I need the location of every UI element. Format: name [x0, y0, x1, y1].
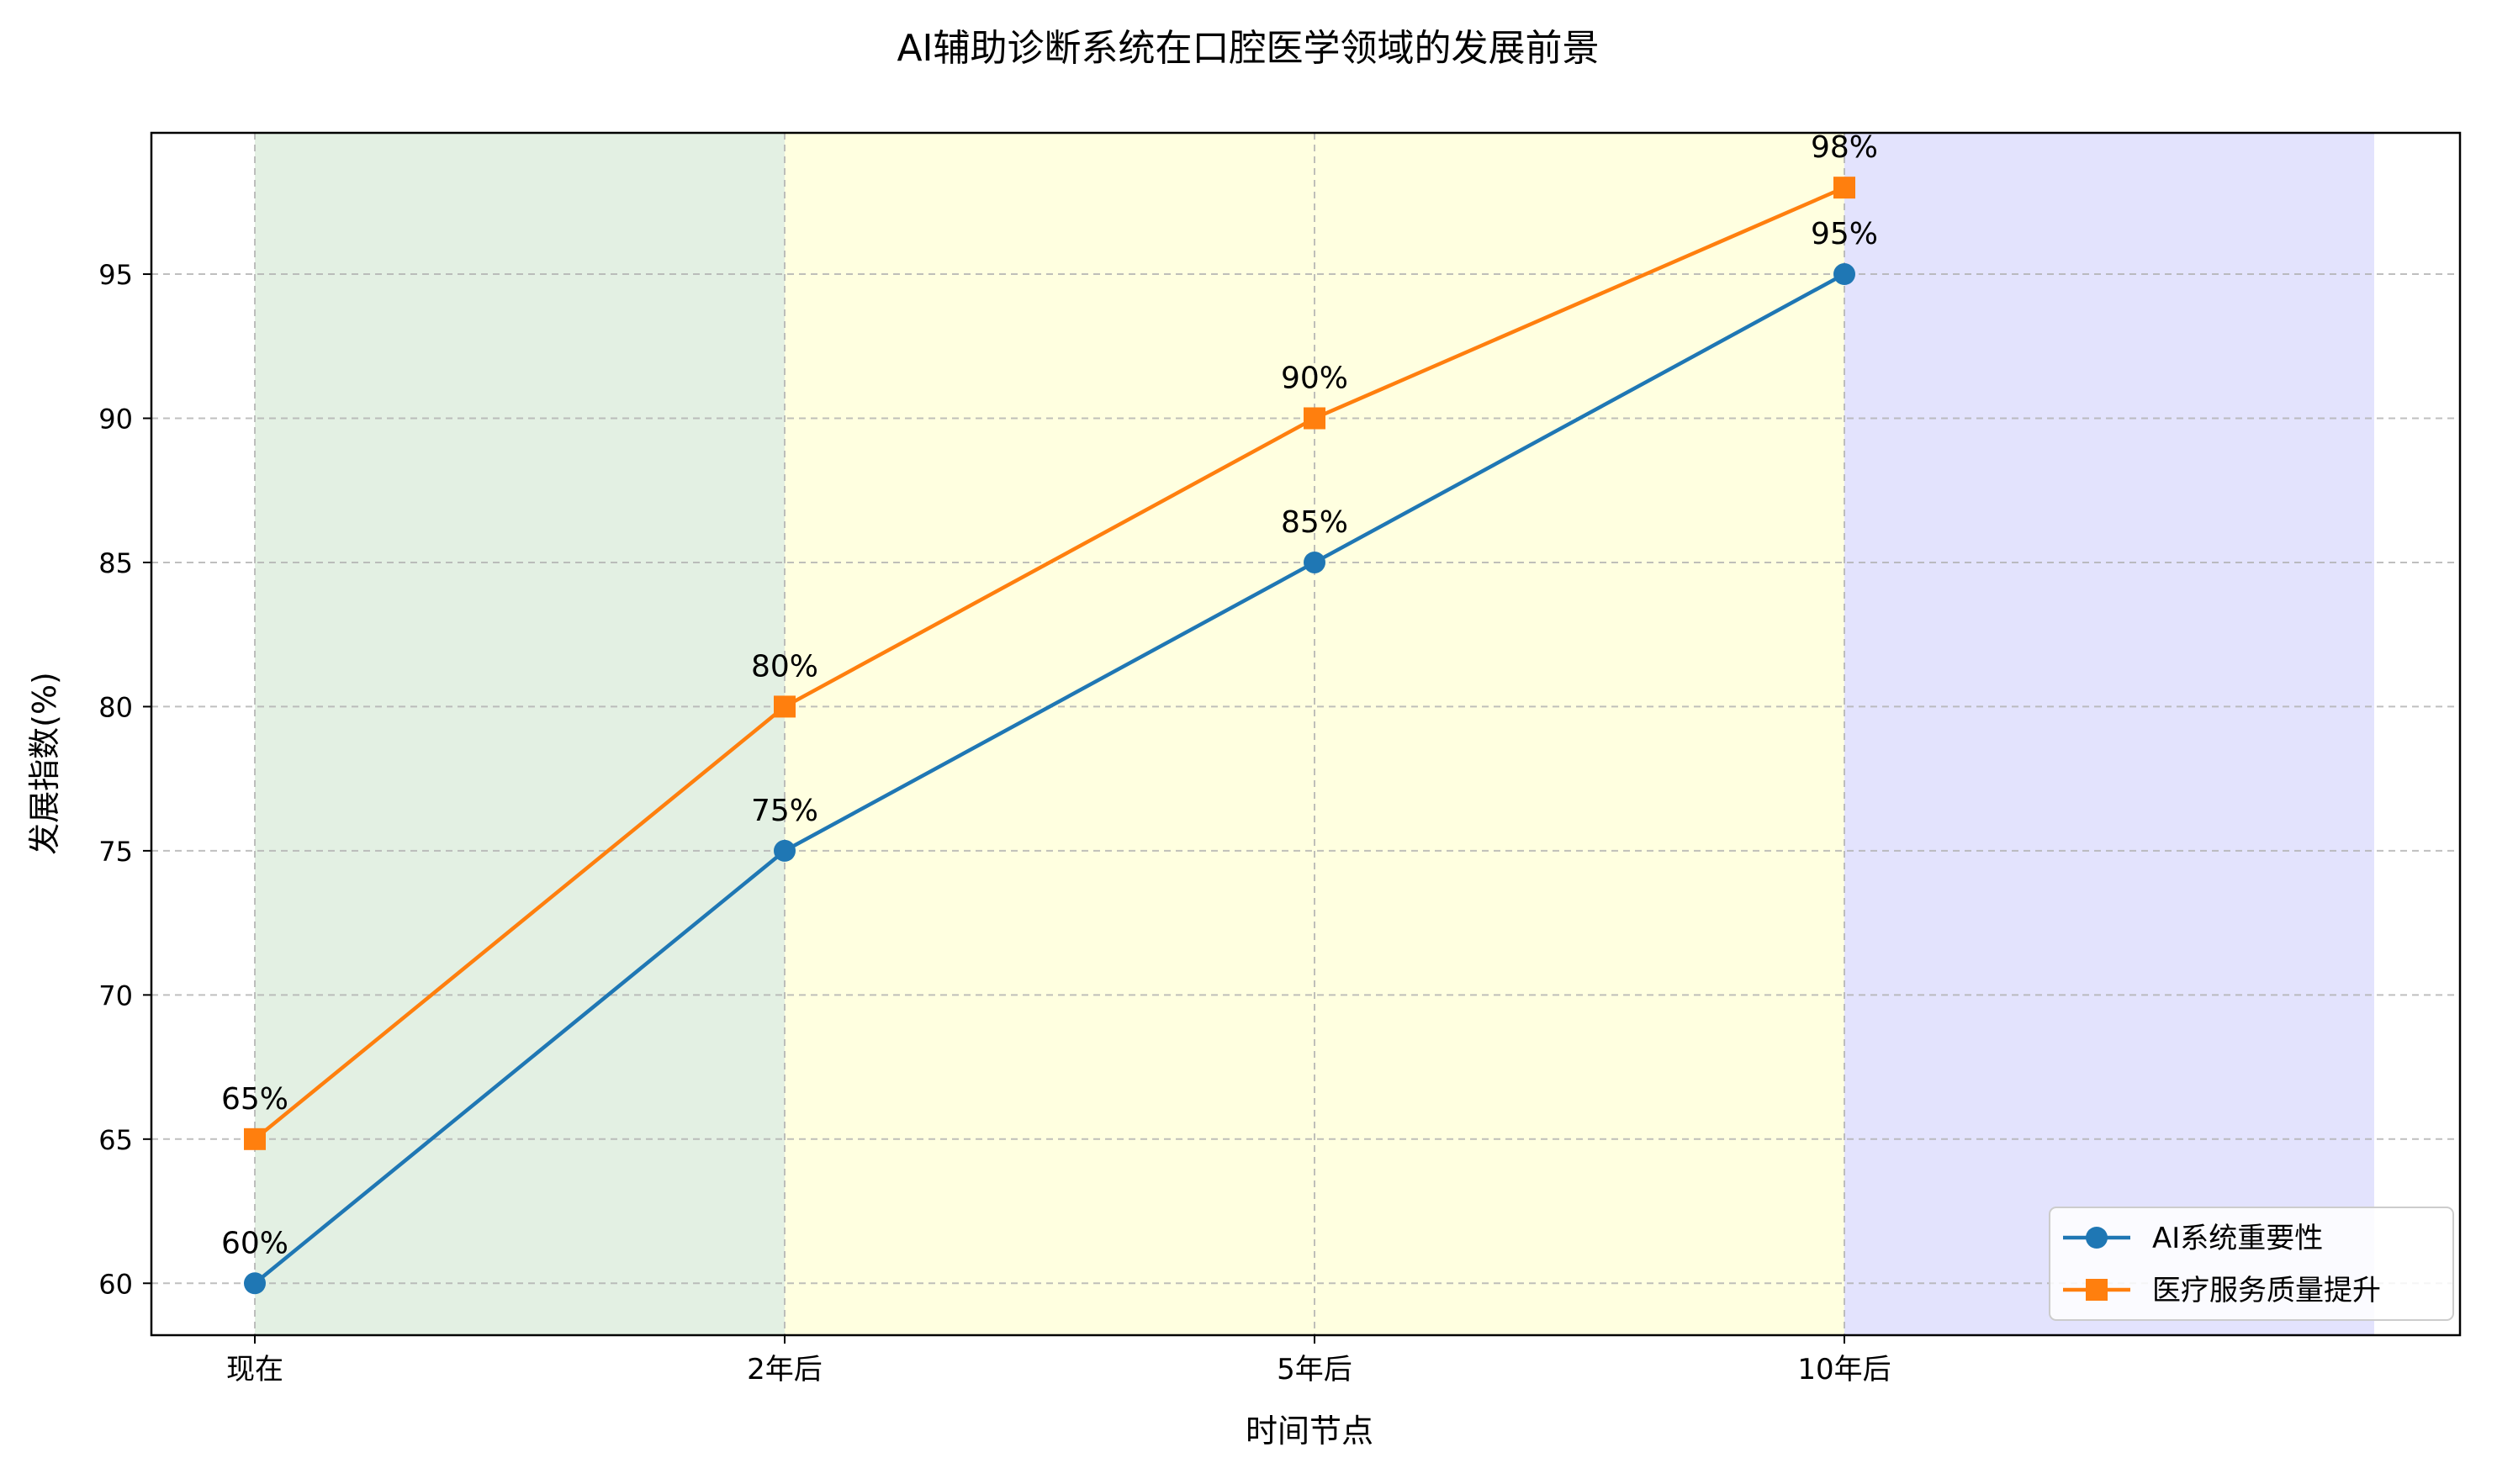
data-label: 75% — [751, 794, 818, 828]
data-point — [774, 839, 796, 862]
y-tick-label: 90 — [98, 403, 133, 435]
y-tick-label: 65 — [98, 1124, 133, 1156]
data-point — [244, 1272, 266, 1295]
data-label: 95% — [1811, 217, 1878, 251]
data-label: 60% — [221, 1226, 288, 1260]
background-band-2 — [1844, 133, 2374, 1335]
data-point — [1304, 407, 1325, 430]
y-tick-label: 80 — [98, 691, 133, 723]
data-label: 90% — [1281, 361, 1348, 395]
data-point — [1833, 263, 1855, 286]
x-tick-label: 现在 — [226, 1353, 283, 1386]
plot-area: 60 65 70 75 80 85 90 95 现在 2年后 5年后 10年后 60% 75% 85% 95%… — [98, 130, 2462, 1386]
data-label: 80% — [751, 649, 818, 684]
y-tick-label: 75 — [98, 836, 133, 868]
y-tick-label: 70 — [98, 980, 133, 1011]
data-point — [244, 1128, 266, 1150]
series-line-0 — [253, 272, 1846, 1286]
y-tick-label: 95 — [98, 259, 133, 291]
data-point — [774, 695, 796, 718]
data-label: 98% — [1811, 130, 1878, 165]
x-axis-label: 时间节点 — [1246, 1413, 1373, 1450]
data-label: 65% — [221, 1082, 288, 1117]
y-tick-label: 60 — [98, 1268, 133, 1300]
legend-label: 医疗服务质量提升 — [2152, 1274, 2381, 1307]
x-tick-label: 10年后 — [1797, 1353, 1891, 1386]
legend-marker — [2086, 1279, 2108, 1301]
x-tick-label: 5年后 — [1277, 1353, 1352, 1386]
legend-label: AI系统重要性 — [2152, 1222, 2323, 1255]
plot-frame — [150, 131, 2462, 1337]
series-line-1 — [253, 186, 1845, 1141]
y-axis-label: 发展指数(%) — [26, 672, 63, 855]
data-point — [1304, 551, 1325, 573]
y-tick-label: 85 — [98, 547, 133, 579]
x-tick-label: 2年后 — [747, 1353, 823, 1386]
data-label: 85% — [1281, 505, 1348, 540]
background-band-0 — [255, 133, 785, 1335]
legend-marker — [2086, 1227, 2108, 1249]
data-point — [1833, 177, 1855, 199]
chart-title: AI辅助诊断系统在口腔医学领域的发展前景 — [897, 27, 1599, 70]
legend-box — [2049, 1207, 2454, 1321]
